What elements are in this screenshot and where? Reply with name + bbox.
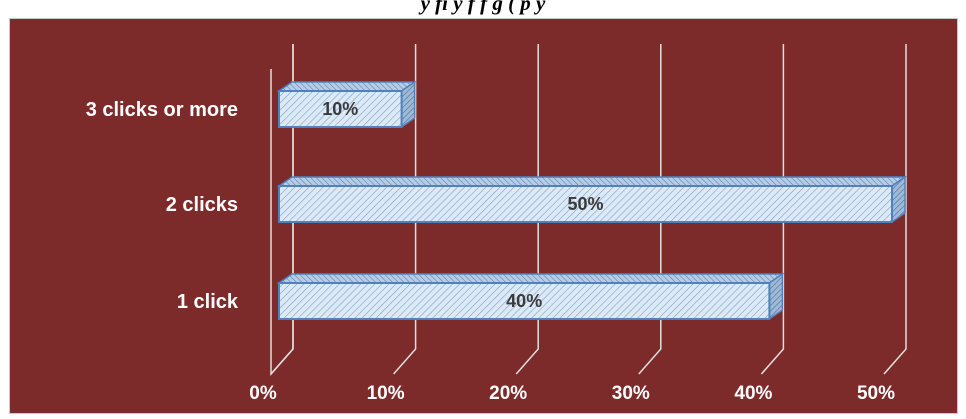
category-label: 1 click (177, 291, 239, 313)
category-label: 2 clicks (166, 194, 238, 216)
category-label: 3 clicks or more (86, 99, 238, 121)
x-tick-label: 20% (489, 383, 527, 404)
bar-chart: 0% 10% 20% 30% 40% 50% 10% 3 clicks or more 50% 2… (10, 19, 957, 413)
bar-3-clicks-or-more (276, 80, 418, 129)
data-label: 40% (506, 291, 542, 311)
bar-2-clicks (276, 175, 908, 224)
gridline-20pct (515, 44, 539, 375)
chart-frame: 0% 10% 20% 30% 40% 50% 10% 3 clicks or more 50% 2… (9, 18, 958, 414)
data-label: 50% (567, 194, 603, 214)
gridline-50pct (883, 44, 907, 375)
gridline-10pct (393, 44, 417, 375)
x-tick-label: 50% (857, 383, 895, 404)
gridline-40pct (760, 44, 785, 375)
x-tick-label: 30% (612, 383, 650, 404)
bar-1-click (276, 272, 785, 321)
x-tick-label: 40% (734, 383, 772, 404)
x-tick-label: 10% (367, 383, 405, 404)
gridline-30pct (638, 44, 662, 375)
figure-caption: y fi y f f g ( p y (420, 0, 546, 15)
data-label: 10% (322, 99, 358, 119)
x-tick-label: 0% (249, 383, 277, 404)
